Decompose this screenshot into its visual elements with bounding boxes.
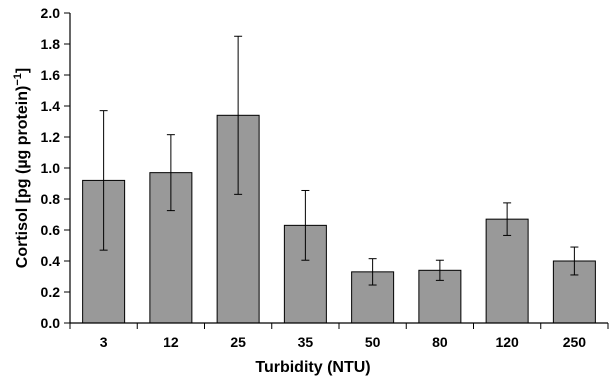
y-axis-title-superscript: −1 <box>12 73 24 86</box>
bar-35 <box>283 224 327 324</box>
x-tick-label-3: 3 <box>100 334 108 350</box>
x-tick-label-12: 12 <box>163 334 179 350</box>
x-axis-title: Turbidity (NTU) <box>255 359 370 376</box>
y-axis-title-main: Cortisol [pg (µg protein) <box>14 86 31 269</box>
y-tick-label-0.8: 0.8 <box>41 191 61 207</box>
y-tick-label-1.6: 1.6 <box>41 67 61 83</box>
x-tick-label-250: 250 <box>563 334 587 350</box>
x-tick-label-80: 80 <box>432 334 448 350</box>
y-tick-label-1.4: 1.4 <box>41 98 61 114</box>
y-ticks-group: 0.0 0.2 0.4 0.6 0.8 1.0 1.2 1.4 1.6 1.8 2.0 <box>41 5 70 331</box>
y-tick-label-0.4: 0.4 <box>41 253 61 269</box>
y-tick-label-0.2: 0.2 <box>41 284 61 300</box>
y-axis-title: Cortisol [pg (µg protein)−1] <box>12 68 31 268</box>
x-tick-label-25: 25 <box>230 334 246 350</box>
x-tick-label-35: 35 <box>298 334 314 350</box>
y-tick-label-1.2: 1.2 <box>41 129 61 145</box>
y-tick-label-2.0: 2.0 <box>41 5 61 21</box>
y-axis-title-close: ] <box>14 68 31 73</box>
y-tick-label-1.0: 1.0 <box>41 160 61 176</box>
error-bars-group <box>99 35 579 286</box>
y-tick-label-0.0: 0.0 <box>41 315 61 331</box>
x-tick-label-120: 120 <box>495 334 519 350</box>
y-tick-label-1.8: 1.8 <box>41 36 61 52</box>
x-tick-label-50: 50 <box>365 334 381 350</box>
x-ticks-group: 3 12 25 35 50 80 120 250 <box>69 323 609 350</box>
bars-group <box>82 114 596 324</box>
y-tick-label-0.6: 0.6 <box>41 222 61 238</box>
